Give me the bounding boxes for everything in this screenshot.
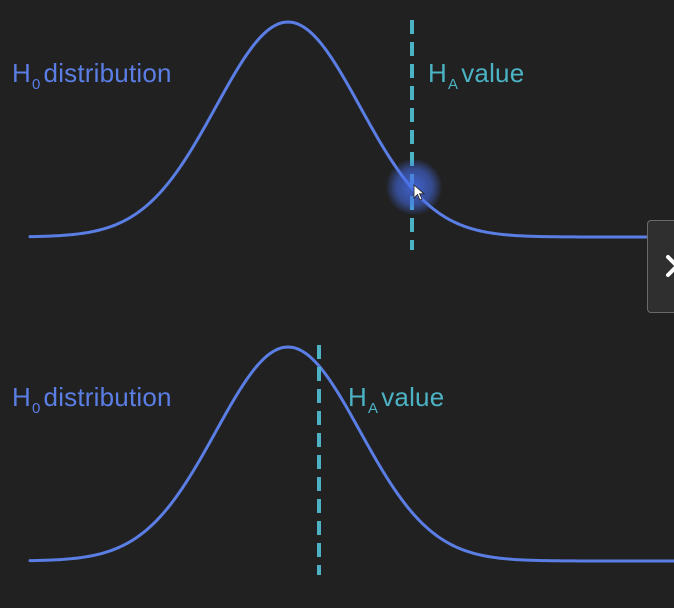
h0-text: distribution bbox=[43, 58, 172, 88]
ha-letter: H bbox=[348, 382, 367, 412]
close-x-icon bbox=[666, 255, 674, 277]
h0-distribution-curve-bottom bbox=[28, 345, 674, 563]
h0-subscript: 0 bbox=[31, 400, 41, 417]
ha-subscript: A bbox=[447, 76, 459, 93]
h0-distribution-curve-top bbox=[28, 20, 648, 239]
ha-text: value bbox=[461, 58, 525, 88]
h0-letter: H bbox=[12, 58, 31, 88]
h0-letter: H bbox=[12, 382, 31, 412]
h0-subscript: 0 bbox=[31, 76, 41, 93]
mouse-pointer-icon bbox=[413, 184, 425, 201]
ha-text: value bbox=[381, 382, 445, 412]
ha-letter: H bbox=[428, 58, 447, 88]
ha-value-label-bottom: HA value bbox=[348, 382, 444, 424]
h0-text: distribution bbox=[43, 382, 172, 412]
side-panel-toggle-button[interactable] bbox=[647, 220, 674, 313]
h0-distribution-label-top: H0 distribution bbox=[12, 58, 172, 100]
ha-subscript: A bbox=[367, 400, 379, 417]
ha-value-label-top: HA value bbox=[428, 58, 524, 100]
h0-distribution-label-bottom: H0 distribution bbox=[12, 382, 172, 424]
